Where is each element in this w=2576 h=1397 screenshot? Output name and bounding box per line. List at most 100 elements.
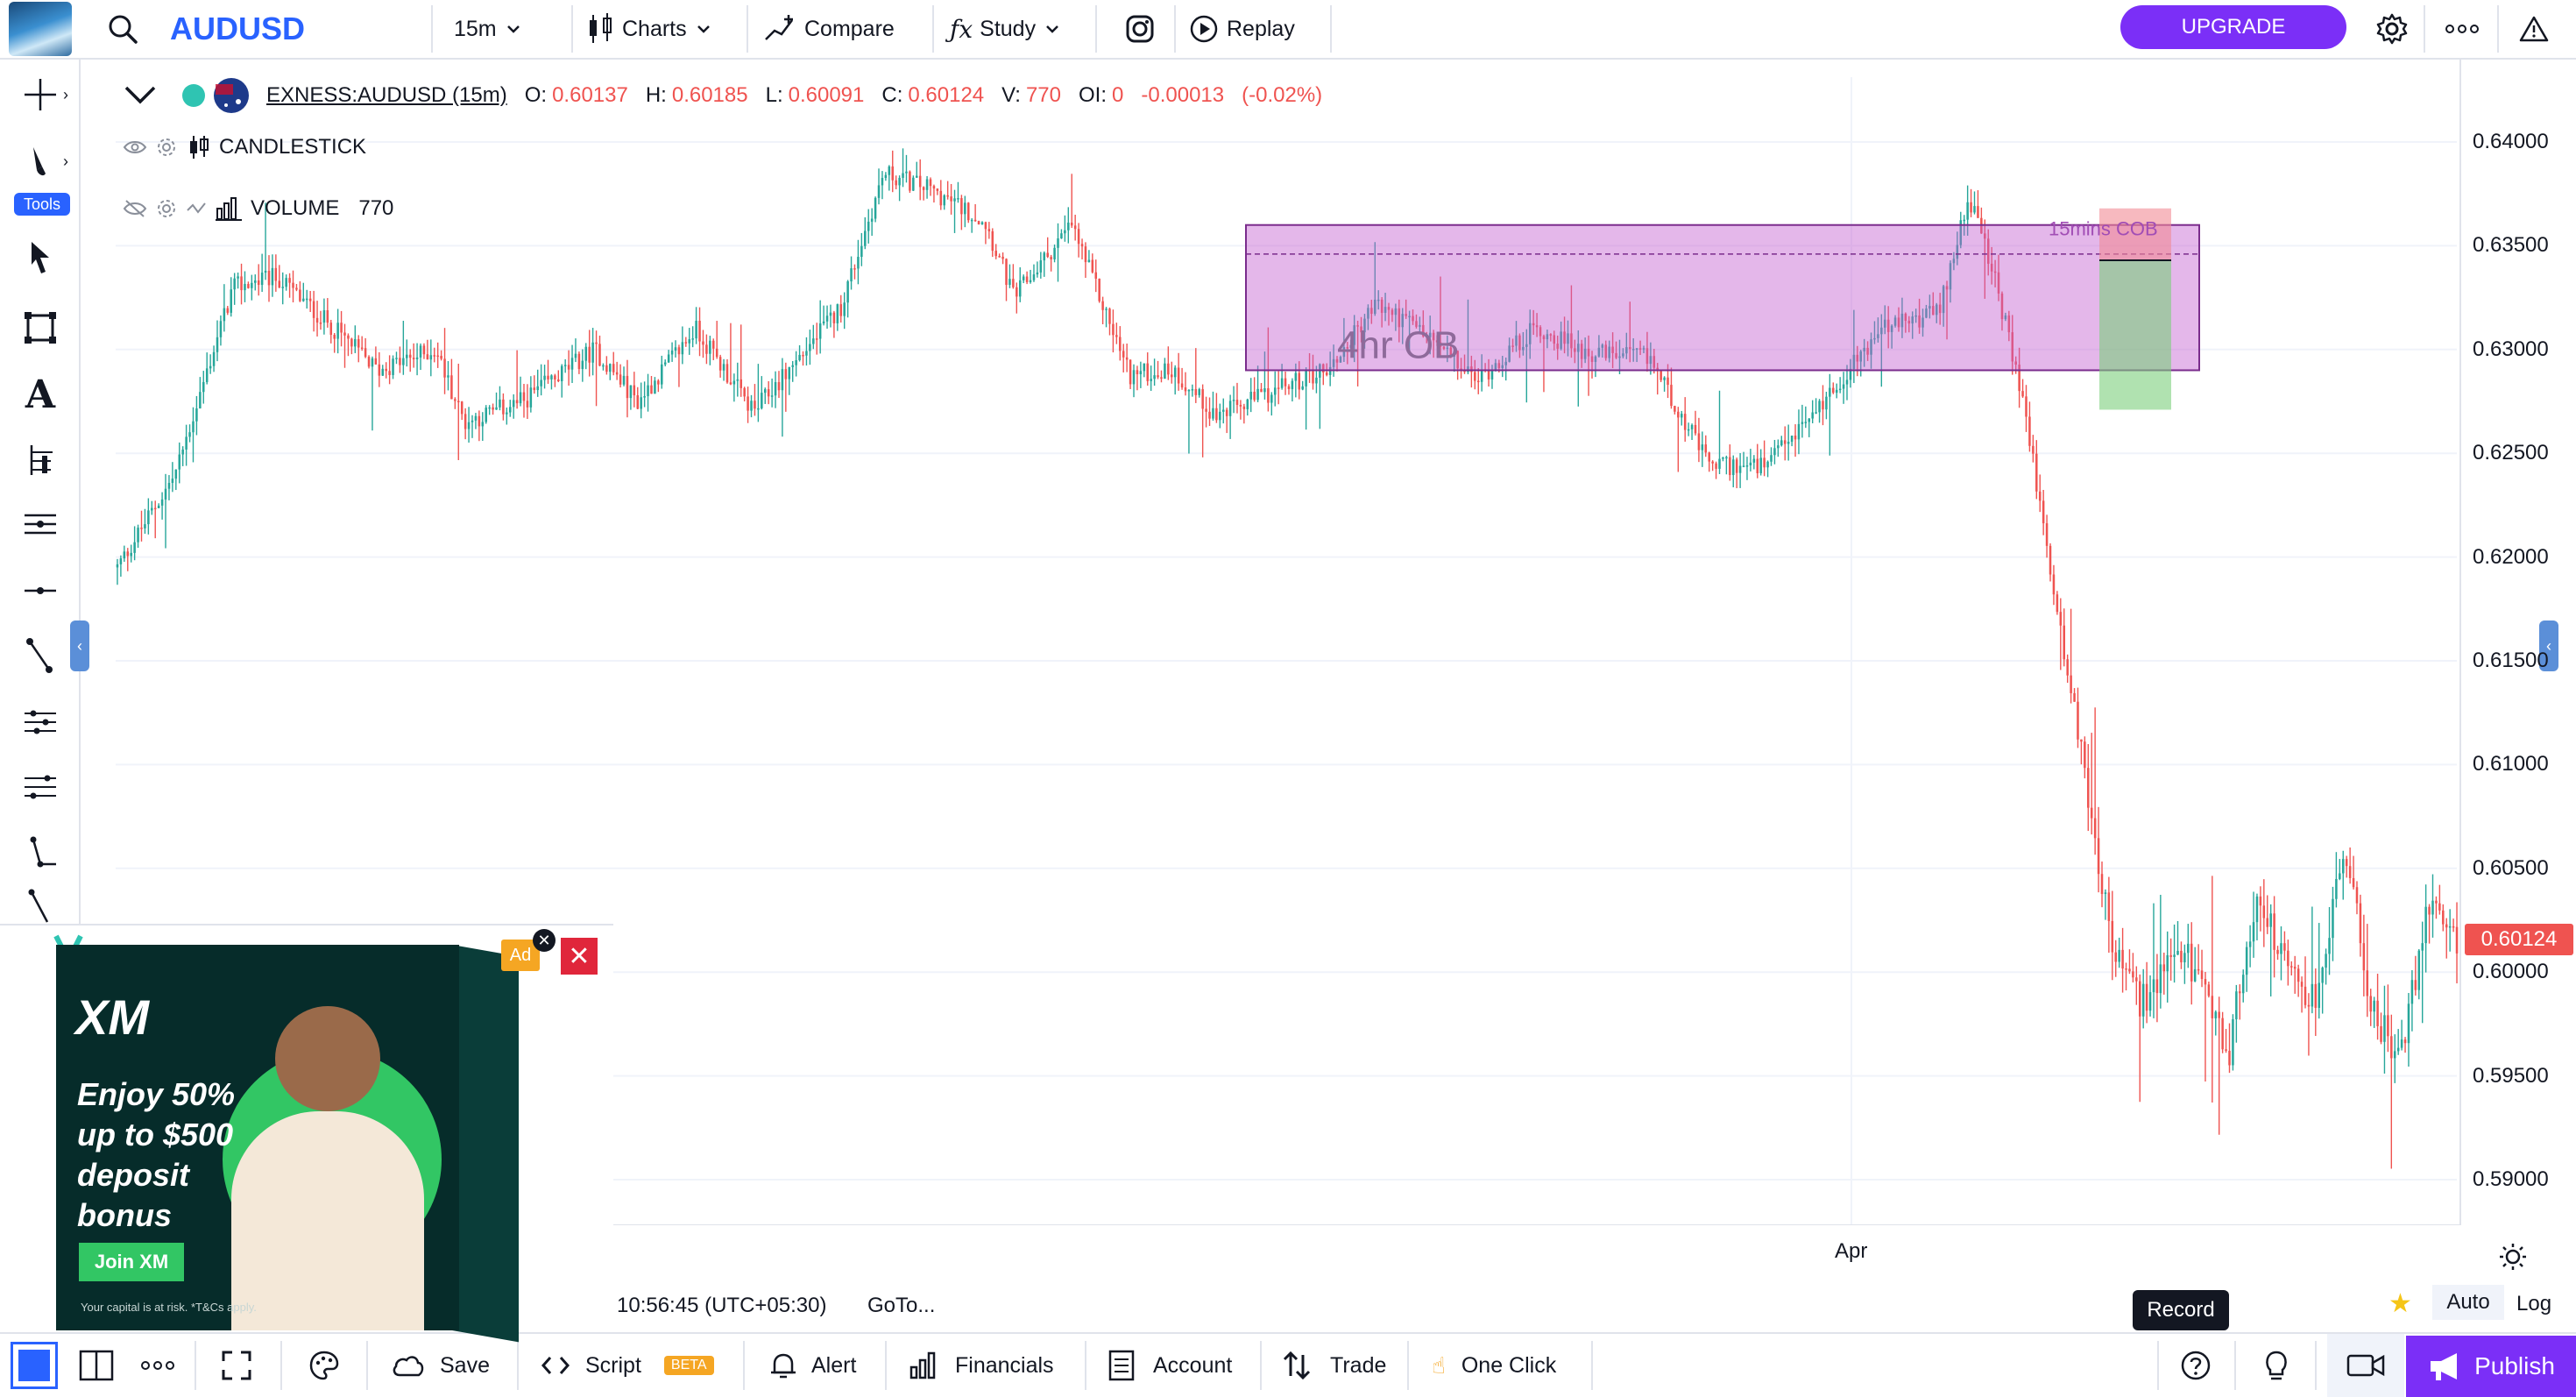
order-block-4hr[interactable] bbox=[1245, 223, 2200, 372]
top-toolbar: AUDUSD 15m Charts Compare ƒx Study bbox=[0, 0, 2576, 60]
eye-hidden-icon[interactable] bbox=[123, 199, 147, 218]
cursor-tool[interactable] bbox=[14, 231, 67, 284]
candle-body bbox=[2014, 361, 2017, 365]
ad-join-button[interactable]: Join XM bbox=[79, 1243, 184, 1281]
candle-body bbox=[1242, 406, 1246, 409]
horizontal-line-tool[interactable] bbox=[14, 564, 67, 617]
warnings-button[interactable] bbox=[2508, 0, 2560, 58]
gear-icon[interactable] bbox=[156, 137, 177, 158]
candle-body bbox=[850, 268, 853, 282]
candle-body bbox=[1249, 391, 1252, 400]
replay-button[interactable]: Replay bbox=[1188, 0, 1328, 58]
compare-button[interactable]: Compare bbox=[762, 0, 920, 58]
candle-body bbox=[754, 401, 756, 409]
candle-body bbox=[584, 346, 588, 361]
layout-single-button[interactable] bbox=[4, 1334, 65, 1397]
interval-select[interactable]: 15m bbox=[447, 0, 570, 58]
pitchfork-tool[interactable] bbox=[14, 696, 67, 748]
cob-risk-zone[interactable] bbox=[2099, 208, 2171, 260]
advertisement[interactable]: XM Enjoy 50% up to $500 deposit bonus Jo… bbox=[0, 924, 613, 1343]
candle-body bbox=[570, 358, 574, 370]
candle-body bbox=[1822, 401, 1824, 410]
ad-close-button[interactable]: ✕ bbox=[561, 938, 598, 975]
layout-split-button[interactable] bbox=[70, 1334, 123, 1397]
ad-info-close-icon[interactable]: ✕ bbox=[533, 929, 556, 952]
instagram-button[interactable] bbox=[1109, 0, 1171, 58]
log-scale-toggle[interactable]: Log bbox=[2516, 1292, 2552, 1315]
pitchfork-icon bbox=[25, 710, 56, 734]
candle-body bbox=[1973, 206, 1976, 213]
function-icon[interactable] bbox=[186, 198, 207, 219]
ray-tool[interactable] bbox=[14, 889, 67, 924]
candle-body bbox=[2155, 979, 2159, 994]
help-button[interactable] bbox=[2169, 1334, 2222, 1397]
settings-button[interactable] bbox=[2366, 0, 2418, 58]
candle-body bbox=[533, 387, 536, 391]
candle-body bbox=[2087, 768, 2090, 808]
lines-tool[interactable] bbox=[14, 498, 67, 550]
brush-tool[interactable]: › bbox=[14, 135, 68, 188]
gear-icon[interactable] bbox=[156, 198, 177, 219]
order-block-4hr-label: 4hr OB bbox=[1337, 323, 1459, 366]
trendline-tool[interactable] bbox=[14, 629, 67, 682]
app-logo[interactable] bbox=[9, 2, 72, 56]
financials-button[interactable]: Financials bbox=[908, 1334, 1065, 1397]
study-menu[interactable]: ƒx Study bbox=[950, 0, 1090, 58]
account-button[interactable]: Account bbox=[1108, 1334, 1248, 1397]
pattern-tool[interactable] bbox=[14, 761, 67, 813]
study-row-candlestick: CANDLESTICK bbox=[123, 130, 366, 165]
candle-body bbox=[964, 202, 966, 215]
candle-body bbox=[219, 321, 223, 337]
candle-body bbox=[688, 339, 690, 344]
star-icon[interactable]: ★ bbox=[2388, 1289, 2412, 1318]
candle-body bbox=[1963, 219, 1965, 222]
ideas-button[interactable] bbox=[2250, 1334, 2303, 1397]
candle-body bbox=[2211, 996, 2214, 1018]
candle-body bbox=[2293, 967, 2296, 969]
charts-menu[interactable]: Charts bbox=[585, 0, 734, 58]
publish-button[interactable]: Publish bbox=[2406, 1336, 2576, 1397]
candle-body bbox=[264, 270, 267, 273]
candle-body bbox=[712, 340, 715, 349]
script-button[interactable]: Script BETA bbox=[540, 1334, 724, 1397]
fullscreen-button[interactable] bbox=[210, 1334, 263, 1397]
candle-body bbox=[2255, 896, 2259, 923]
candle-body bbox=[888, 166, 891, 175]
eye-icon[interactable] bbox=[123, 138, 147, 156]
record-button[interactable] bbox=[2327, 1334, 2404, 1397]
ad-banner[interactable]: XM Enjoy 50% up to $500 deposit bonus Jo… bbox=[56, 945, 459, 1330]
left-panel-handle[interactable]: ‹ bbox=[70, 620, 89, 671]
candle-body bbox=[2296, 968, 2300, 982]
candle-body bbox=[905, 171, 908, 174]
candle-body bbox=[1725, 457, 1728, 459]
right-panel-handle[interactable]: ‹ bbox=[2539, 620, 2558, 671]
goto-button[interactable]: GoTo... bbox=[867, 1294, 936, 1317]
auto-scale-toggle[interactable]: Auto bbox=[2432, 1285, 2504, 1320]
one-click-button[interactable]: ☝ One Click bbox=[1432, 1334, 1589, 1397]
rectangle-tool[interactable] bbox=[14, 301, 67, 354]
collapse-legend-icon[interactable] bbox=[123, 82, 158, 109]
trade-button[interactable]: Trade bbox=[1281, 1334, 1395, 1397]
candle-body bbox=[677, 347, 681, 355]
price-chart[interactable]: 4hr OB 15mins COB bbox=[81, 60, 2576, 1225]
search-button[interactable] bbox=[96, 0, 149, 58]
theme-button[interactable] bbox=[298, 1334, 350, 1397]
candle-body bbox=[1694, 424, 1697, 434]
angle-tool[interactable] bbox=[14, 827, 67, 880]
upgrade-button[interactable]: UPGRADE bbox=[2120, 5, 2346, 49]
candle-body bbox=[657, 380, 660, 385]
text-tool[interactable]: A bbox=[14, 368, 67, 421]
save-button[interactable]: Save bbox=[391, 1334, 513, 1397]
fib-tool[interactable] bbox=[14, 433, 67, 486]
crosshair-tool[interactable]: › bbox=[14, 68, 68, 121]
candle-body bbox=[1511, 345, 1514, 347]
more-button[interactable] bbox=[2436, 0, 2488, 58]
cob-reward-zone[interactable] bbox=[2099, 259, 2171, 410]
axis-settings-button[interactable] bbox=[2495, 1239, 2530, 1274]
symbol-description[interactable]: EXNESS:AUDUSD (15m) bbox=[266, 83, 507, 107]
clock-time[interactable]: 10:56:45 (UTC+05:30) bbox=[617, 1294, 827, 1317]
alert-button[interactable]: Alert bbox=[768, 1334, 881, 1397]
candle-body bbox=[2180, 950, 2183, 963]
more-layouts-button[interactable] bbox=[131, 1334, 184, 1397]
symbol-name[interactable]: AUDUSD bbox=[170, 11, 306, 46]
